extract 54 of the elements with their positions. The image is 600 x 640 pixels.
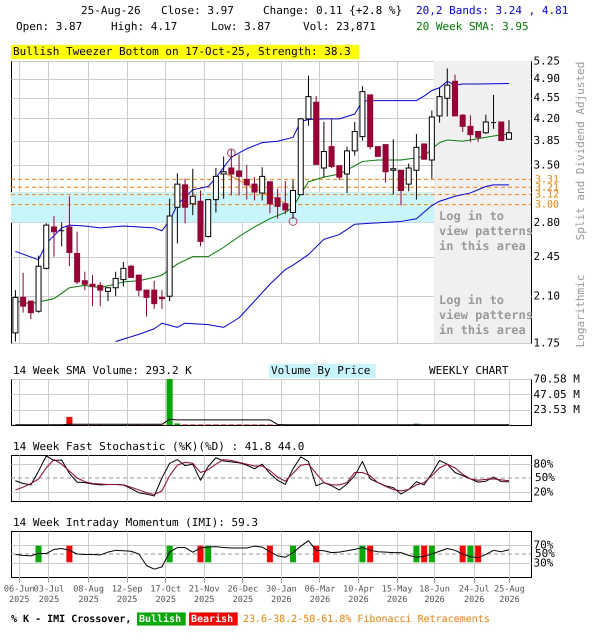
x-tick-label: 30-Jan 2026: [266, 584, 297, 605]
y-tick-label: 4.90: [534, 72, 560, 86]
y-tick-label: 2.80: [534, 216, 560, 229]
x-tick-label: 12-Sep 2025: [112, 584, 143, 605]
chart-title: 14 Week Fast Stochastic (%K)(%D) : 41.8 44.0: [13, 440, 304, 453]
text: Close: 3.97: [161, 4, 234, 17]
text: Bearish: [191, 613, 234, 625]
text: Bullish: [139, 613, 182, 625]
text: Vol: 23,871: [303, 20, 376, 33]
x-tick-label: 21-Nov 2025: [188, 584, 220, 605]
y-tick-label: 3.50: [534, 158, 560, 172]
x-tick-label: 06-Mar 2026: [304, 584, 336, 605]
text: Bullish Tweezer Bottom on 17-Oct-25, Strength: 38.3: [13, 45, 351, 58]
ref-line-label: 3.00: [535, 200, 560, 211]
x-tick-label: 15-May 2026: [382, 584, 412, 605]
y-tick-label: 80%: [534, 458, 554, 471]
text: % K - IMI Crossover,: [11, 614, 132, 625]
y-tick-label: 3.85: [534, 134, 560, 148]
y-tick-label: 70.58 M: [534, 372, 580, 386]
text: High: 4.17: [111, 20, 178, 33]
y-tick-label: 20%: [534, 485, 554, 498]
text: 20,2 Bands: 3.24 , 4.81: [416, 4, 568, 17]
text: 20 Week SMA: 3.95: [416, 20, 529, 33]
y-tick-label: 47.05 M: [534, 388, 580, 401]
x-tick-label: 26-Dec 2025: [227, 584, 258, 605]
y-tick-label: 4.20: [534, 112, 560, 125]
x-tick-label: 10-Apr 2026: [343, 584, 374, 605]
x-tick-label: 24-Jul 2026: [458, 584, 490, 605]
text: Logarithmic: [574, 274, 587, 348]
text: 23.6-38.2-50-61.8% Fibonacci Retracements: [243, 614, 490, 625]
x-tick-label: 08-Aug 2025: [73, 584, 104, 605]
text: 25-Aug-26: [81, 4, 141, 17]
text: Low: 3.87: [211, 20, 271, 33]
chart-title: 14 Week Intraday Momentum (IMI): 59.3: [13, 516, 258, 529]
ref-line-label: 3.12: [535, 190, 560, 201]
y-tick-label: 1.75: [534, 336, 560, 350]
y-tick-label: 5.25: [534, 54, 560, 68]
chart-title: 14 Week SMA Volume: 293.2 K: [13, 364, 192, 377]
text: Split and Dividend Adjusted: [574, 62, 587, 240]
text: WEEKLY CHART: [429, 364, 509, 377]
x-tick-label: 17-Oct 2025: [150, 584, 182, 605]
ref-line-label: 50%: [535, 471, 556, 484]
y-tick-label: 2.45: [534, 250, 560, 264]
x-tick-label: 25-Aug 2026: [494, 584, 525, 605]
y-tick-label: 30%: [534, 556, 554, 570]
y-tick-label: 4.55: [534, 91, 560, 104]
text: Change: 0.11 {+2.8 %}: [263, 4, 402, 17]
text: Volume By Price: [271, 364, 370, 377]
x-tick-label: 06-Jun 2025: [4, 584, 35, 605]
text: Open: 3.87: [16, 20, 82, 33]
x-tick-label: 18-Jun 2026: [419, 584, 450, 605]
y-tick-label: 2.10: [534, 290, 560, 303]
y-tick-label: 23.53 M: [534, 403, 580, 416]
x-tick-label: 03-Jul 2025: [34, 584, 64, 605]
